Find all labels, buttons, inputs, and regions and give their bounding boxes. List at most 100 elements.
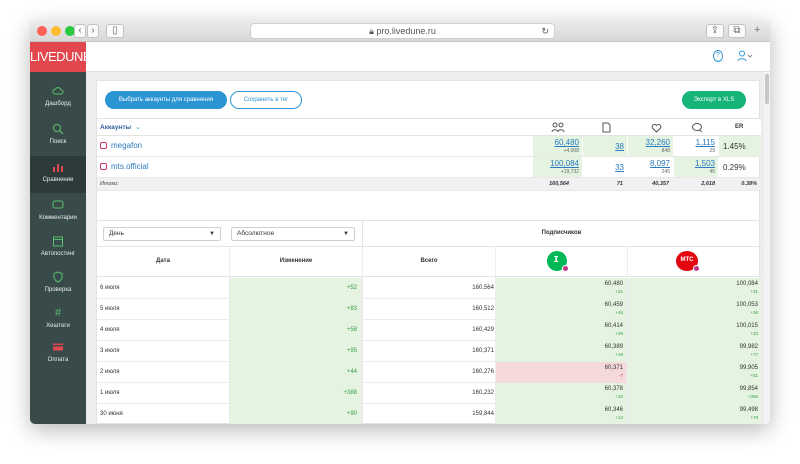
scrollbar[interactable]: [764, 72, 770, 424]
comment-icon: [52, 200, 64, 209]
sidebar-item-compare[interactable]: Сравнение: [30, 156, 86, 193]
minimize-window-button[interactable]: [51, 26, 61, 36]
back-button[interactable]: ‹: [74, 24, 86, 38]
sidebar-item-autoposting[interactable]: Автопостинг: [30, 230, 86, 267]
change-value: +95: [346, 348, 357, 354]
mts-delta: +33: [750, 331, 758, 336]
followers-delta: +4,008: [563, 148, 579, 154]
sidebar-item-comments[interactable]: Комментарии: [30, 194, 86, 231]
mts-delta: +78: [750, 415, 758, 420]
likes-value[interactable]: 8,097: [649, 159, 670, 168]
sidebar-item-check[interactable]: Проверка: [30, 266, 86, 303]
sidebar-label: Проверка: [44, 287, 72, 293]
logo[interactable]: LIVEDUNE: [30, 42, 92, 72]
row-date: 6 июля: [100, 285, 120, 291]
user-icon[interactable]: [737, 50, 753, 62]
megafon-value: 60,378: [604, 386, 623, 392]
change-value: +52: [346, 285, 357, 291]
lock-icon: 🔒︎: [369, 26, 377, 36]
period-select[interactable]: День ▼: [103, 227, 221, 241]
forward-button[interactable]: ›: [87, 24, 99, 38]
posts-value[interactable]: 38: [615, 142, 624, 151]
total-value: 160,512: [472, 306, 494, 312]
daily-header: День ▼ Абсолютное ▼ Подписчиков: [97, 221, 761, 247]
change-value: +83: [346, 306, 357, 312]
megafon-value: 60,389: [604, 344, 623, 350]
mts-cell: 99,905 +51: [628, 362, 761, 383]
help-icon[interactable]: ?: [713, 50, 723, 62]
followers-title: Подписчиков: [541, 230, 582, 236]
account-name[interactable]: mts.official: [111, 162, 149, 171]
posts-icon: [602, 122, 611, 133]
sidebar-item-payment[interactable]: Оплата: [30, 336, 86, 373]
megafon-delta: +12: [615, 415, 623, 420]
comments-value[interactable]: 1,503: [694, 159, 715, 168]
followers-value[interactable]: 60,480: [554, 138, 579, 147]
mts-logo: МТС: [676, 251, 700, 272]
bar-chart-icon: [53, 164, 63, 172]
posts-value[interactable]: 33: [615, 163, 624, 172]
account-name[interactable]: megafon: [111, 141, 143, 150]
change-cell: +95: [230, 341, 362, 362]
megafon-value: 60,414: [604, 323, 623, 329]
close-window-button[interactable]: [37, 26, 47, 36]
new-tab-button[interactable]: +: [754, 24, 761, 36]
select-accounts-button[interactable]: Выбрать аккаунты для сравнения: [105, 91, 227, 109]
total-posts: 71: [616, 181, 623, 187]
sidebar-item-hashtags[interactable]: # Хештеги: [30, 302, 86, 339]
megafon-delta: +45: [615, 310, 623, 315]
save-tag-button[interactable]: Сохранить в тег: [230, 91, 302, 109]
credit-card-icon: [53, 343, 63, 351]
sidebar-label: Комментарии: [39, 215, 77, 221]
sidebar-label: Хештеги: [46, 323, 70, 329]
change-cell: +90: [230, 404, 362, 424]
share-button[interactable]: ⇪: [706, 24, 724, 38]
megafon-logo: ɪ: [547, 251, 569, 272]
megafon-delta: +25: [615, 331, 623, 336]
sidebar-item-search[interactable]: Поиск: [30, 118, 86, 155]
megafon-value: 60,480: [604, 281, 623, 287]
daily-row: 1 июля +388 160,232 60,378 +32 99,854 +356: [97, 383, 761, 404]
sort-chevron-icon[interactable]: ⌄: [135, 124, 141, 131]
period-select-value: День: [109, 230, 124, 237]
daily-row: 3 июля +95 160,371 60,389 +18 99,982 +77: [97, 341, 761, 362]
sidebar-item-dashboard[interactable]: Дашборд: [30, 80, 86, 117]
column-divider: [229, 247, 230, 424]
scrollbar-thumb[interactable]: [765, 74, 769, 104]
mts-value: 99,982: [739, 344, 758, 350]
zoom-window-button[interactable]: [65, 26, 75, 36]
change-cell: +44: [230, 362, 362, 383]
address-bar[interactable]: 🔒︎ pro.livedune.ru ↻: [250, 23, 555, 39]
megafon-cell: 60,414 +25: [496, 320, 627, 341]
accounts-header[interactable]: Аккаунты: [100, 124, 132, 131]
total-likes: 40,357: [652, 181, 669, 187]
megafon-glyph-icon: ɪ: [554, 253, 559, 265]
comments-cell: 1,503 45: [674, 157, 718, 177]
mts-delta: +356: [747, 394, 758, 399]
row-date: 3 июля: [100, 348, 120, 354]
mts-value: 100,053: [736, 302, 758, 308]
mts-value: 100,084: [736, 281, 758, 287]
instagram-icon: [100, 163, 107, 170]
change-cell: +388: [230, 383, 362, 404]
followers-value[interactable]: 100,084: [550, 159, 579, 168]
sidebar-toggle-button[interactable]: ▯: [106, 24, 124, 38]
daily-stats-card: День ▼ Абсолютное ▼ Подписчиков Дата Изм…: [96, 220, 761, 424]
cloud-icon: [52, 87, 64, 95]
megafon-delta: +21: [615, 289, 623, 294]
posts-cell: 33: [583, 157, 627, 177]
megafon-cell: 60,480 +21: [496, 278, 627, 299]
export-xls-button[interactable]: Экспорт в XLS: [682, 91, 746, 109]
comments-avg: 29: [709, 148, 715, 154]
posts-cell: 38: [583, 136, 627, 156]
likes-cell: 8,097 245: [628, 157, 673, 177]
tabs-button[interactable]: ⧉: [728, 24, 746, 38]
daily-row: 6 июля +52 160,564 60,480 +21 100,084 +31: [97, 278, 761, 299]
comments-value[interactable]: 1,115: [695, 138, 715, 147]
reload-icon[interactable]: ↻: [541, 26, 549, 36]
account-row: mts.official 100,084 +19,732 33 8,097 24…: [97, 157, 761, 178]
change-value: +44: [346, 369, 357, 375]
mode-select[interactable]: Абсолютное ▼: [231, 227, 355, 241]
megafon-delta: +32: [615, 394, 623, 399]
likes-value[interactable]: 32,260: [645, 138, 670, 147]
